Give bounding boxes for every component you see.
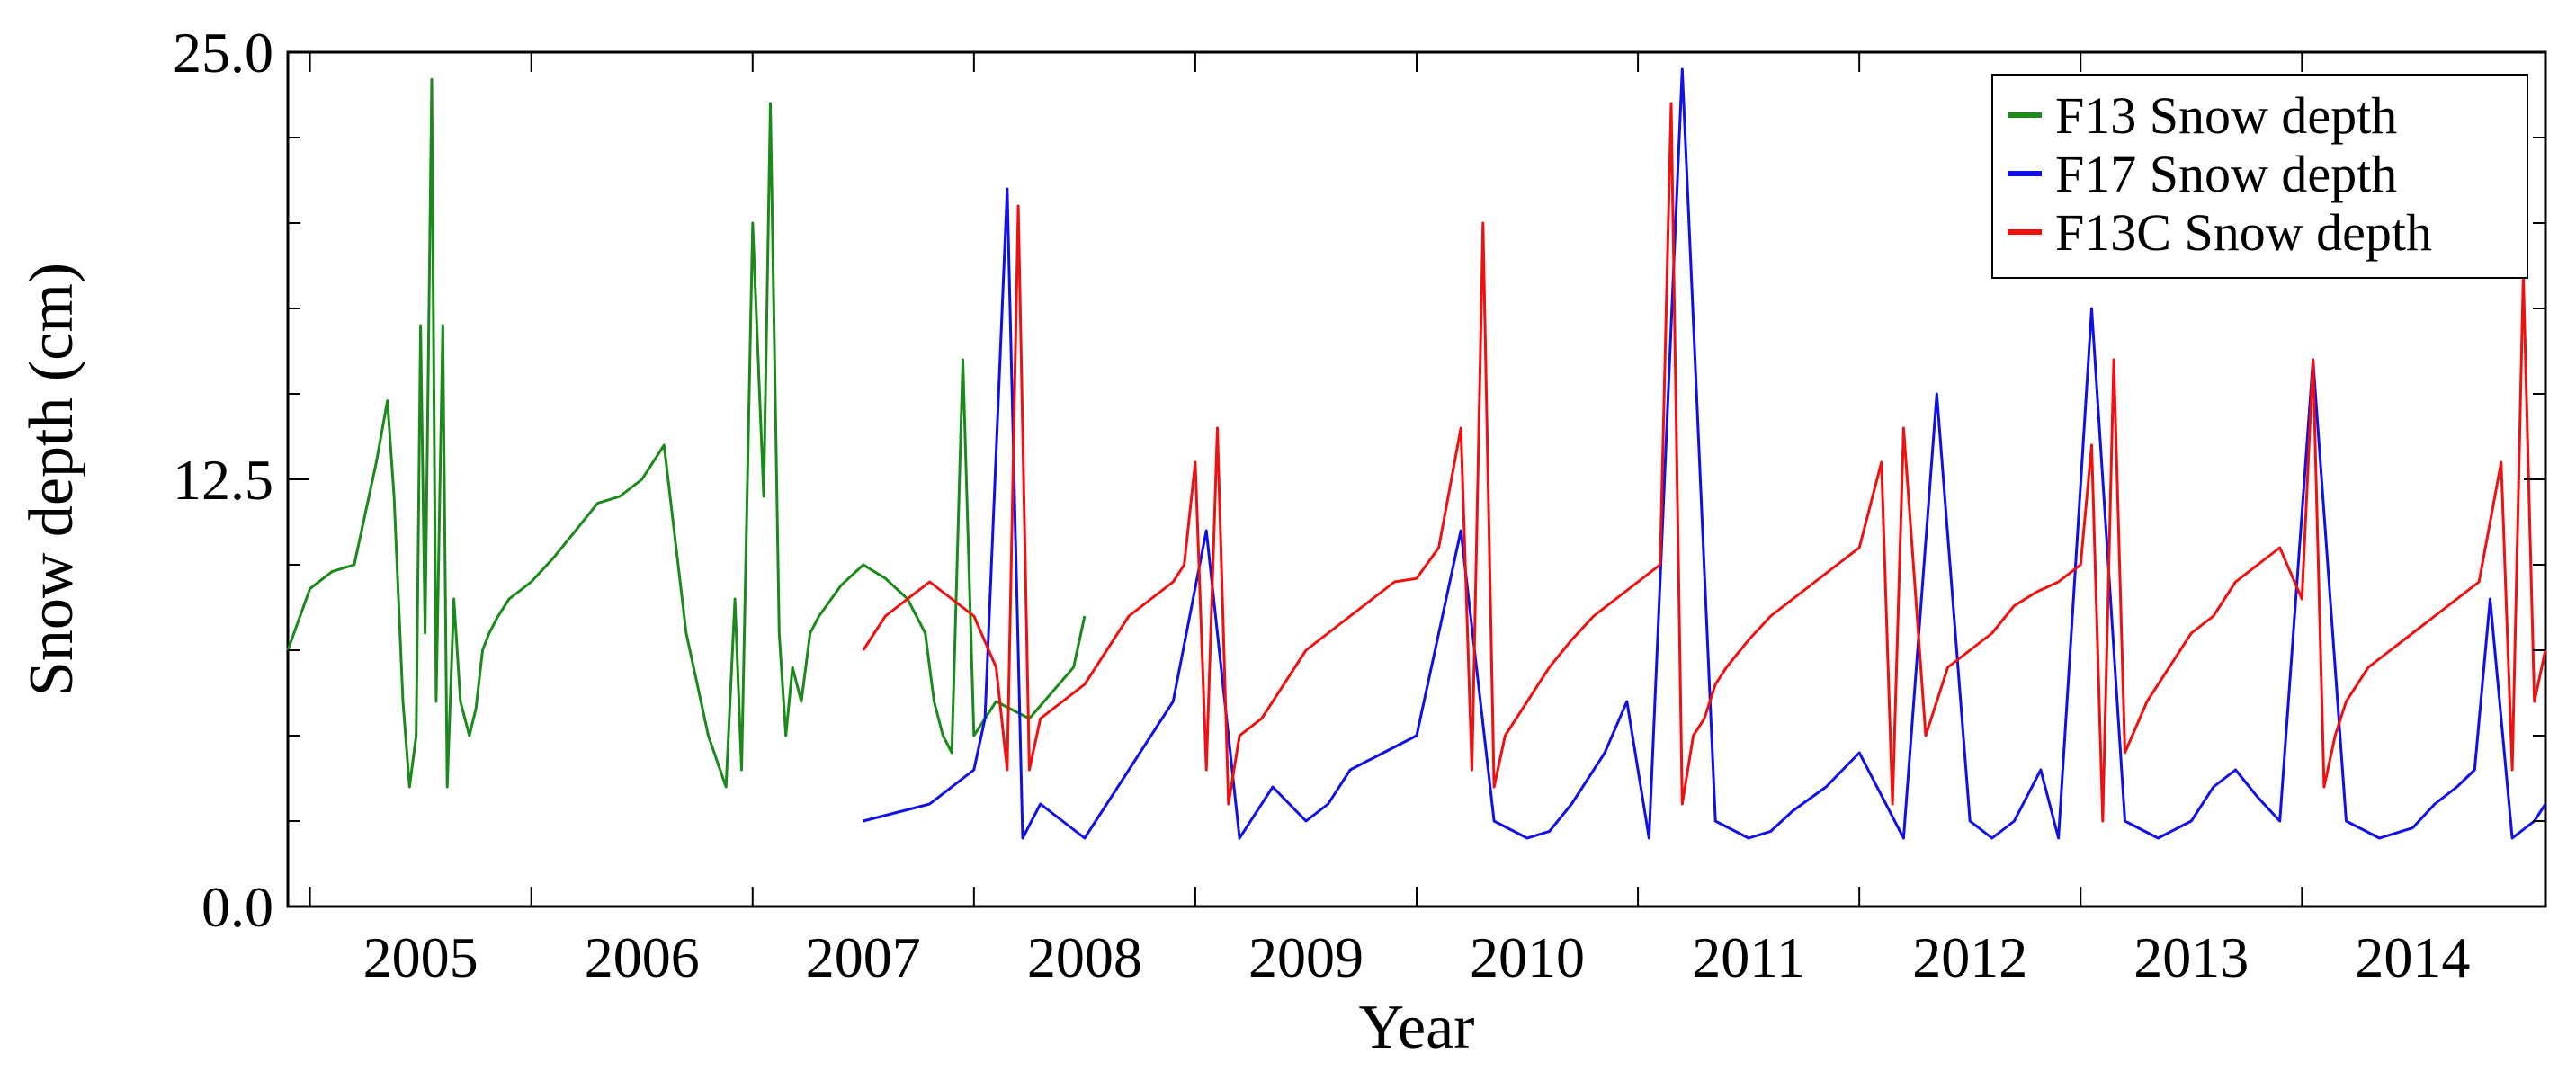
- legend-label-f13c: F13C Snow depth: [2055, 203, 2432, 262]
- legend-label-f17: F17 Snow depth: [2055, 145, 2397, 203]
- x-tick-label: 2007: [806, 925, 921, 989]
- x-tick-label: 2011: [1692, 925, 1805, 989]
- x-tick-label: 2014: [2355, 925, 2470, 989]
- y-tick-label: 12.5: [173, 448, 273, 512]
- y-axis-title: Snow depth (cm): [17, 263, 86, 696]
- series-line-f17-snow-depth: [863, 67, 2547, 840]
- x-tick-label: 2013: [2133, 925, 2249, 989]
- x-tick-label: 2012: [1912, 925, 2027, 989]
- legend-box: [1991, 74, 2528, 279]
- x-axis-title: Year: [1359, 993, 1475, 1062]
- x-tick-label: 2008: [1027, 925, 1142, 989]
- series-line-f13-snow-depth: [286, 77, 1087, 789]
- label-layer: 0.0 12.5 25.0 2005 2006 2007 2008 2009 2010 2011 2…: [173, 21, 2470, 989]
- series-line-f13c-snow-depth: [862, 102, 2547, 823]
- y-tick-label: 0.0: [201, 875, 273, 939]
- x-tick-label: 2010: [1470, 925, 1585, 989]
- series-layer: [286, 67, 2547, 840]
- legend-label-f13: F13 Snow depth: [2055, 86, 2397, 145]
- tick-layer: [288, 51, 2545, 907]
- x-tick-label: 2006: [585, 925, 700, 989]
- x-tick-label: 2005: [363, 925, 479, 989]
- legend: F13 Snow depth F17 Snow depth F13C Snow …: [1991, 74, 2528, 279]
- y-tick-label: 25.0: [173, 21, 273, 85]
- x-tick-label: 2009: [1248, 925, 1364, 989]
